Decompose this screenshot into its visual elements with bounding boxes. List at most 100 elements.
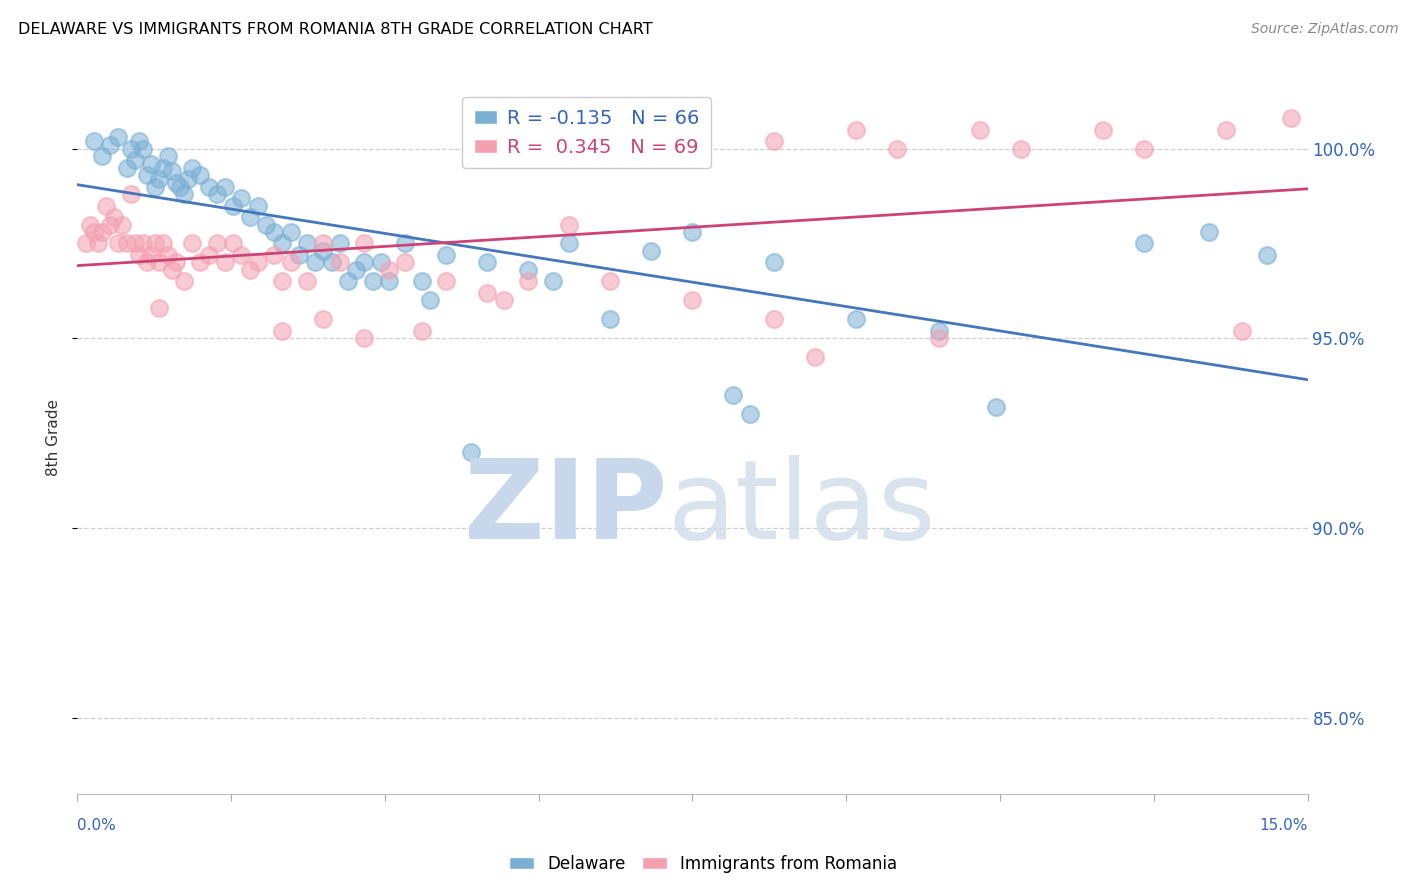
Point (160, 263, 183, 277)
Point (280, 225, 302, 239)
Point (763, 312, 786, 326)
Point (599, 275, 621, 289)
Point (353, 331, 375, 345)
Point (312, 312, 335, 326)
Point (353, 255, 375, 269)
Point (83, 134, 105, 148)
Point (804, 351, 827, 365)
Point (419, 293, 441, 308)
Point (152, 236, 174, 251)
Point (657, 134, 679, 148)
Point (344, 263, 367, 277)
Point (143, 236, 166, 251)
Point (156, 149, 179, 163)
Point (98, 137, 121, 152)
Point (239, 263, 262, 277)
Point (271, 324, 294, 338)
Point (214, 255, 236, 269)
Point (361, 275, 384, 289)
Point (165, 176, 187, 190)
Point (136, 168, 159, 182)
Point (1279, 112, 1302, 126)
Point (517, 275, 540, 289)
Point (103, 210, 125, 224)
Point (969, 122, 991, 136)
Point (321, 255, 343, 269)
Point (132, 142, 155, 156)
Point (271, 275, 294, 289)
Legend: Delaware, Immigrants from Romania: Delaware, Immigrants from Romania (502, 848, 904, 880)
Point (188, 168, 212, 182)
Point (165, 255, 187, 269)
Point (640, 244, 662, 258)
Point (411, 275, 433, 289)
Point (845, 312, 868, 326)
Point (160, 164, 183, 178)
Point (124, 153, 146, 167)
Point (107, 236, 129, 251)
Point (120, 187, 142, 202)
Point (222, 198, 245, 212)
Point (411, 324, 433, 338)
Text: atlas: atlas (668, 455, 936, 562)
Point (1198, 225, 1220, 239)
Point (271, 236, 294, 251)
Point (295, 275, 318, 289)
Point (845, 122, 868, 136)
Text: 15.0%: 15.0% (1260, 818, 1308, 832)
Point (231, 248, 253, 262)
Point (177, 172, 200, 186)
Point (152, 161, 174, 175)
Point (460, 445, 482, 459)
Point (205, 236, 228, 251)
Point (90, 149, 114, 163)
Point (599, 312, 621, 326)
Point (148, 301, 170, 315)
Point (640, 142, 662, 156)
Point (181, 236, 204, 251)
Legend: R = -0.135   N = 66, R =  0.345   N = 69: R = -0.135 N = 66, R = 0.345 N = 69 (463, 97, 711, 169)
Point (280, 255, 302, 269)
Point (394, 255, 416, 269)
Point (156, 248, 179, 262)
Point (254, 218, 277, 232)
Point (246, 255, 269, 269)
Point (723, 388, 745, 402)
Point (148, 255, 170, 269)
Point (124, 236, 146, 251)
Point (682, 225, 704, 239)
Point (263, 225, 285, 239)
Point (205, 187, 228, 202)
Point (1256, 248, 1278, 262)
Point (337, 275, 360, 289)
Point (378, 275, 401, 289)
Point (231, 191, 253, 205)
Point (886, 142, 908, 156)
Point (141, 157, 163, 171)
Text: 0.0%: 0.0% (77, 818, 117, 832)
Point (128, 248, 150, 262)
Point (763, 134, 786, 148)
Text: ZIP: ZIP (464, 455, 668, 562)
Point (288, 248, 311, 262)
Point (682, 293, 704, 308)
Point (378, 263, 401, 277)
Point (111, 218, 134, 232)
Point (120, 142, 142, 156)
Point (370, 255, 392, 269)
Point (132, 236, 155, 251)
Point (222, 236, 245, 251)
Point (492, 293, 515, 308)
Point (181, 161, 204, 175)
Point (353, 236, 375, 251)
Point (295, 236, 318, 251)
Point (197, 248, 219, 262)
Point (1215, 122, 1237, 136)
Point (738, 407, 761, 421)
Point (312, 236, 335, 251)
Point (90, 225, 114, 239)
Point (197, 179, 219, 194)
Point (143, 179, 166, 194)
Point (304, 255, 326, 269)
Point (558, 218, 581, 232)
